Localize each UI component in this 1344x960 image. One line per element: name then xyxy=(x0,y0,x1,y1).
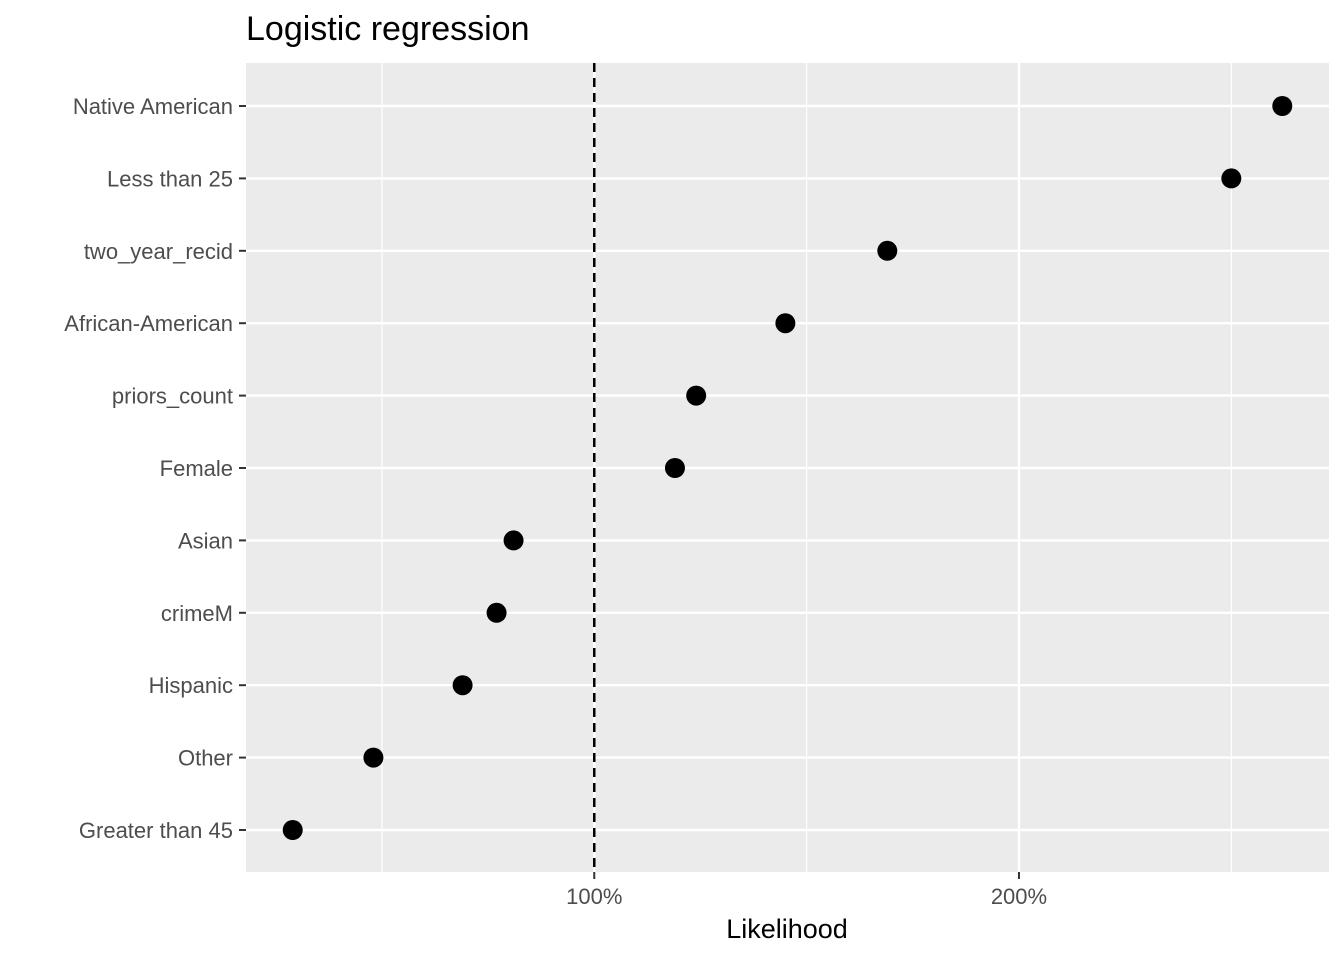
point-5 xyxy=(664,458,685,478)
y-tick-label-3: African-American xyxy=(64,311,233,336)
y-tick-label-6: Asian xyxy=(178,528,233,553)
x-axis-label: Likelihood xyxy=(726,914,848,944)
point-8 xyxy=(452,675,473,696)
y-axis: Native American Less than 25 two_year_reci… xyxy=(64,94,246,843)
y-tick-label-9: Other xyxy=(178,746,233,771)
x-tick-label-0: 100% xyxy=(566,884,622,909)
point-3 xyxy=(775,313,796,334)
y-tick-label-4: priors_count xyxy=(112,384,233,409)
x-axis: 100% 200% xyxy=(566,872,1047,909)
y-tick-label-2: two_year_recid xyxy=(84,239,233,264)
point-6 xyxy=(503,530,524,551)
point-9 xyxy=(363,747,384,768)
point-7 xyxy=(486,602,507,623)
y-tick-label-10: Greater than 45 xyxy=(79,818,233,843)
y-tick-label-8: Hispanic xyxy=(149,673,233,698)
y-tick-label-5: Female xyxy=(160,456,233,481)
chart-title: Logistic regression xyxy=(246,10,529,48)
point-2 xyxy=(877,240,898,261)
y-tick-label-7: crimeM xyxy=(161,601,233,626)
major-gridlines xyxy=(246,63,1329,872)
point-0 xyxy=(1272,96,1293,116)
y-tick-label-1: Less than 25 xyxy=(107,166,233,191)
point-10 xyxy=(282,820,303,840)
data-points xyxy=(282,96,1293,840)
point-1 xyxy=(1221,168,1242,189)
y-tick-label-0: Native American xyxy=(73,94,233,119)
x-tick-label-1: 200% xyxy=(991,884,1047,909)
point-4 xyxy=(686,385,707,406)
